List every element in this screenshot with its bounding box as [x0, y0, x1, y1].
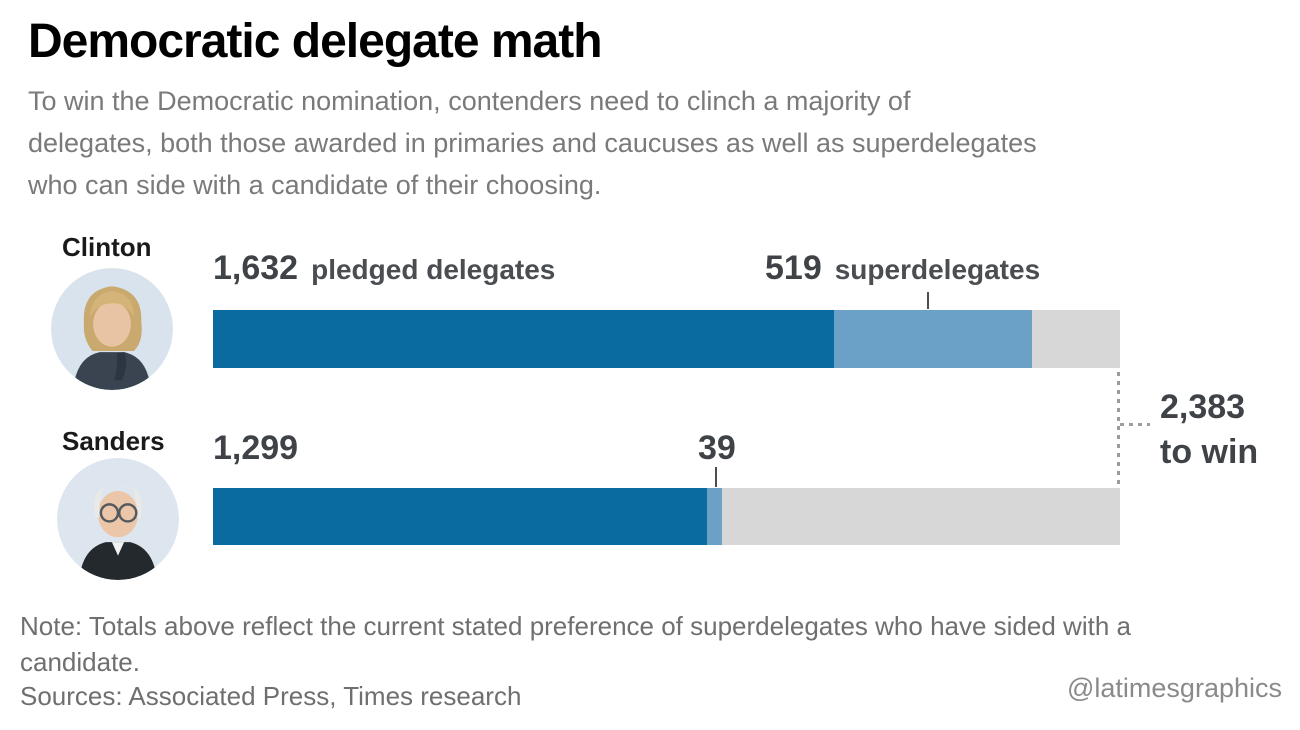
- sanders-pledged-value: 1,299: [213, 429, 299, 467]
- target-to-win-label: 2,383 to win: [1160, 385, 1258, 475]
- sources-line: Sources: Associated Press, Times researc…: [20, 681, 522, 711]
- clinton-superdelegates-label: 519 superdelegates: [765, 249, 1040, 288]
- clinton-superdelegates-suffix: superdelegates: [834, 254, 1041, 285]
- target-dotted-connector: [1120, 423, 1150, 426]
- sanders-superdelegates-value: 39: [698, 429, 736, 467]
- page-title: Democratic delegate math: [28, 15, 603, 68]
- credit-handle: @latimesgraphics: [1067, 673, 1282, 703]
- chart-note: Note: Totals above reflect the current s…: [20, 608, 1131, 680]
- note-line: Note: Totals above reflect the current s…: [20, 611, 1131, 641]
- sanders-photo: [57, 458, 179, 580]
- clinton-remainder-segment: [1031, 310, 1120, 368]
- chart-subtitle: To win the Democratic nomination, conten…: [28, 80, 1037, 206]
- clinton-pledged-label: 1,632 pledged delegates: [213, 249, 555, 288]
- subtitle-line: delegates, both those awarded in primari…: [28, 128, 1037, 158]
- sanders-portrait-illustration: [57, 458, 179, 580]
- sanders-remainder-segment: [722, 488, 1120, 545]
- sanders-bar: [213, 488, 1120, 545]
- clinton-name-label: Clinton: [62, 232, 152, 262]
- sanders-name-label: Sanders: [62, 426, 165, 456]
- subtitle-line: who can side with a candidate of their c…: [28, 170, 602, 200]
- clinton-superdelegates-segment: [834, 310, 1032, 368]
- sanders-pledged-segment: [213, 488, 708, 545]
- target-value: 2,383: [1160, 388, 1246, 426]
- sanders-pledged-label: 1,299: [213, 429, 298, 468]
- clinton-photo: [51, 268, 173, 390]
- clinton-bar: [213, 310, 1120, 368]
- sanders-superdelegates-segment: [707, 488, 723, 545]
- clinton-portrait-illustration: [51, 268, 173, 390]
- sanders-superdelegates-pointer-tick: [715, 467, 717, 487]
- clinton-pledged-segment: [213, 310, 835, 368]
- clinton-superdelegates-value: 519: [765, 249, 822, 287]
- sanders-superdelegates-label: 39: [698, 429, 736, 468]
- superdelegates-pointer-tick: [927, 292, 929, 309]
- target-dotted-line: [1117, 372, 1120, 487]
- target-suffix: to win: [1160, 433, 1259, 471]
- clinton-pledged-suffix: pledged delegates: [311, 254, 556, 285]
- note-line: candidate.: [20, 647, 140, 677]
- subtitle-line: To win the Democratic nomination, conten…: [28, 86, 911, 116]
- clinton-pledged-value: 1,632: [213, 249, 299, 287]
